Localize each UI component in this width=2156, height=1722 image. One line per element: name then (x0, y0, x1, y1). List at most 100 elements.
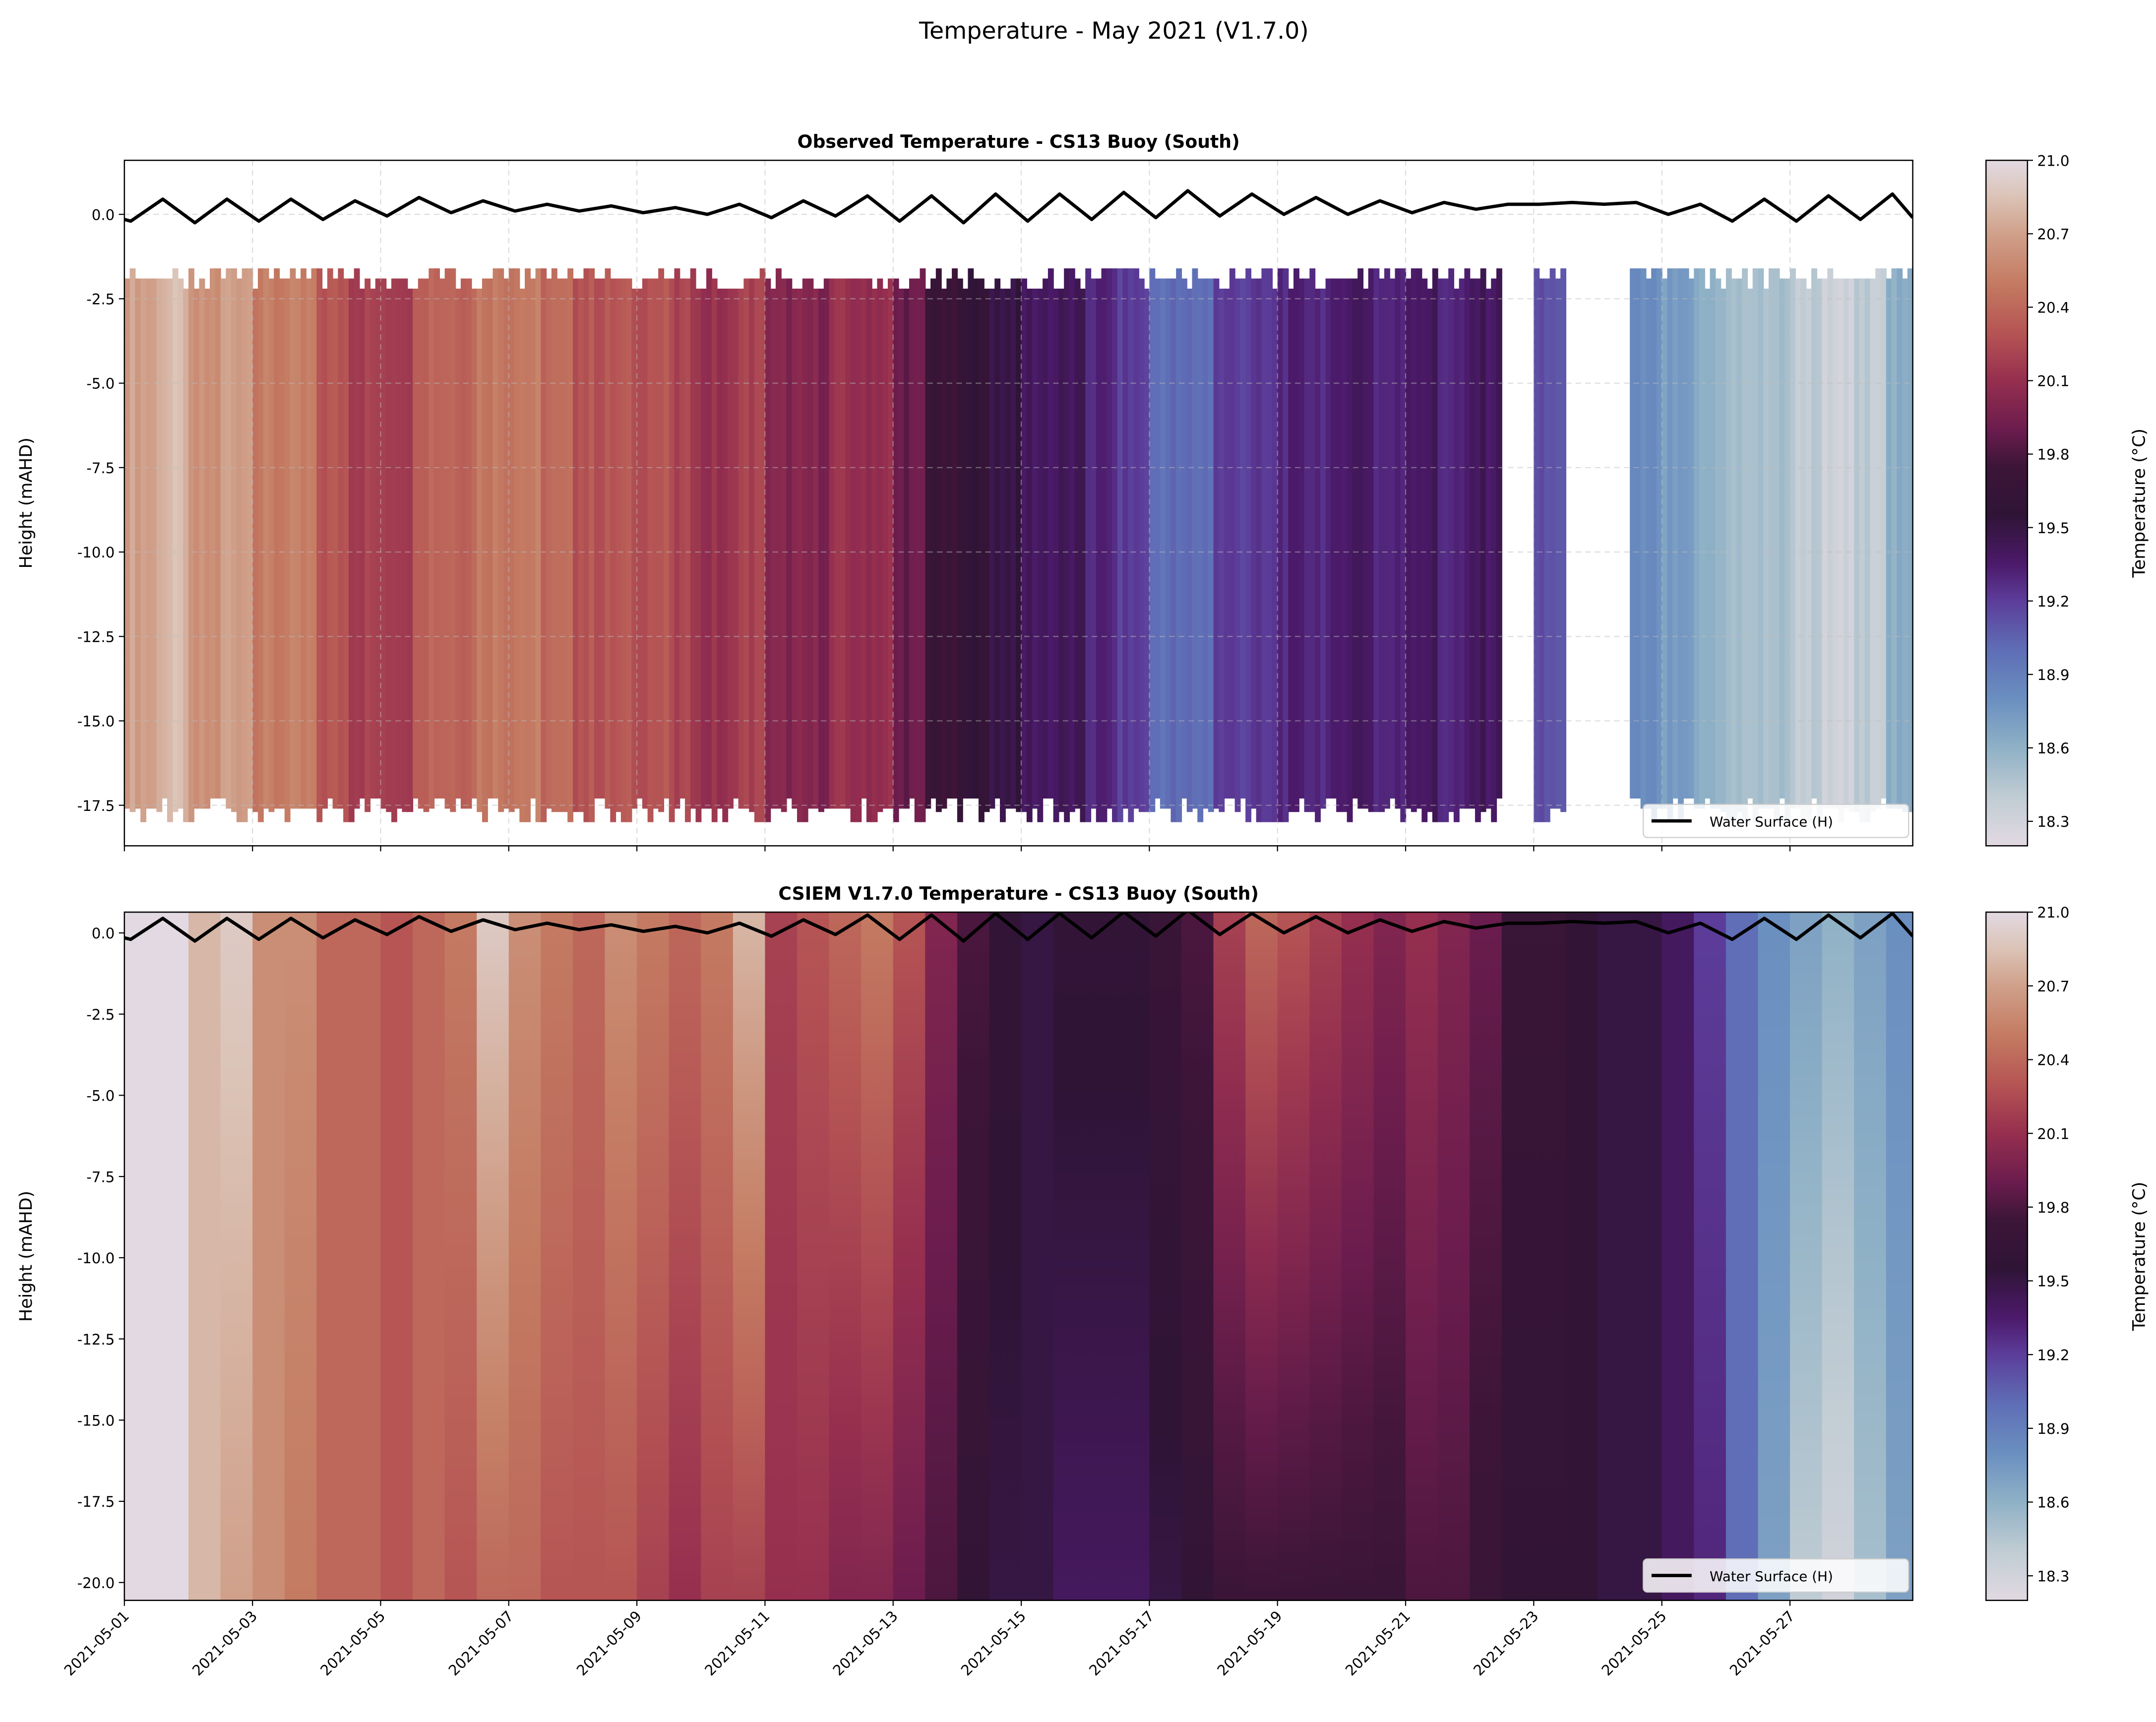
heatmap-cell (386, 288, 392, 812)
heatmap-cell (1672, 268, 1679, 799)
heatmap-cell (1096, 278, 1102, 822)
heatmap-cell (1379, 278, 1385, 812)
heatmap-cell (460, 278, 467, 809)
heatmap-cell (807, 278, 814, 809)
axes-frame (123, 911, 1913, 1601)
heatmap-cell (1298, 278, 1305, 799)
heatmap-cell (306, 278, 312, 809)
heatmap-cell (1406, 278, 1412, 809)
heatmap-cell (263, 268, 269, 809)
heatmap-cell (1683, 268, 1689, 799)
heatmap-cell (893, 912, 926, 1600)
heatmap-cell (391, 278, 397, 822)
heatmap-cell (413, 912, 446, 1600)
heatmap-cell (1897, 268, 1903, 809)
heatmap-cell (1800, 278, 1807, 822)
heatmap-cell (620, 278, 627, 822)
heatmap-cell (1053, 912, 1086, 1600)
heatmap-cell (178, 278, 184, 809)
heatmap-cell (1555, 278, 1561, 809)
heatmap-cell (1496, 268, 1502, 799)
heatmap-cell (1864, 278, 1871, 822)
heatmap-cell (354, 268, 360, 809)
heatmap-cell (546, 278, 552, 809)
heatmap-cell (802, 278, 808, 822)
heatmap-cell (1774, 268, 1780, 822)
heatmap-cell (124, 278, 130, 809)
heatmap-cell (813, 288, 819, 809)
x-tick-label: 2021-05-07 (445, 1607, 517, 1679)
heatmap-cell (183, 288, 189, 822)
heatmap-cell (1128, 268, 1134, 822)
heatmap-cell (1021, 278, 1027, 812)
heatmap-cell (450, 268, 456, 812)
heatmap-cell (1053, 288, 1059, 822)
heatmap-cell (957, 912, 990, 1600)
heatmap-cell (343, 278, 349, 822)
heatmap-cell (1107, 268, 1113, 809)
heatmap-cell (215, 268, 221, 799)
heatmap-cell (877, 278, 883, 812)
heatmap-cell (781, 278, 787, 812)
heatmap-cell (210, 268, 216, 799)
heatmap-cell (711, 278, 718, 822)
heatmap-cell (1785, 278, 1791, 822)
y-tick-label: -7.5 (86, 1168, 115, 1185)
heatmap-cell (1240, 278, 1246, 799)
y-tick-label: -17.5 (77, 798, 115, 814)
heatmap-cell (1534, 268, 1540, 822)
colorbar-tick-label: 21.0 (2037, 904, 2069, 921)
heatmap-cell (952, 268, 958, 799)
heatmap-cell (508, 268, 515, 812)
heatmap-cell (1918, 912, 1951, 1600)
heatmap-cell (567, 268, 574, 822)
legend: Water Surface (H) (1643, 803, 1910, 838)
x-tick-label: 2021-05-03 (189, 1607, 260, 1679)
heatmap-cell (257, 268, 264, 822)
heatmap-cell (1373, 912, 1407, 1600)
heatmap-cell (792, 288, 798, 809)
heatmap-cell (1192, 268, 1198, 809)
y-tick-label: -17.5 (77, 1493, 115, 1510)
heatmap-cell (1277, 268, 1284, 822)
heatmap-cell (898, 288, 905, 809)
heatmap-cell (402, 278, 408, 812)
colorbar-tick-label: 20.7 (2037, 226, 2069, 243)
heatmap-cell (728, 288, 734, 809)
heatmap-cell (1725, 912, 1759, 1600)
colorbar-tick-label: 18.6 (2037, 740, 2069, 757)
heatmap-cell (1176, 268, 1182, 822)
colorbar-tick-label: 18.3 (2037, 1568, 2069, 1585)
heatmap-cell (1640, 268, 1647, 809)
heatmap-cell (1133, 268, 1139, 809)
colorbar-tick-label: 19.2 (2037, 593, 2069, 610)
heatmap-cell (471, 288, 478, 799)
heatmap-cell (487, 278, 493, 799)
heatmap-cell (332, 278, 339, 809)
y-tick-label: -12.5 (77, 628, 115, 645)
heatmap-cell (503, 278, 509, 809)
heatmap-cell (1721, 288, 1726, 812)
y-tick-label: -20.0 (77, 1575, 115, 1592)
heatmap-cell (989, 912, 1022, 1600)
heatmap-cell (1880, 268, 1887, 799)
y-tick-label: -2.5 (86, 1006, 115, 1023)
heatmap-cell (930, 278, 936, 799)
heatmap-cell (1656, 268, 1663, 809)
heatmap-cell (605, 268, 611, 809)
heatmap-cell (1630, 912, 1663, 1600)
heatmap-cell (1833, 278, 1839, 809)
heatmap-cell (887, 278, 894, 809)
heatmap-cell (493, 268, 499, 799)
heatmap-cell (423, 278, 430, 812)
heatmap-cell (1544, 278, 1550, 822)
x-tick-label: 2021-05-19 (1214, 1607, 1286, 1679)
heatmap-cell (1560, 268, 1567, 812)
heatmap-cell (1074, 278, 1081, 809)
colorbar-tick-label: 20.4 (2037, 1052, 2069, 1069)
heatmap-cell (482, 278, 488, 822)
heatmap-cell (1630, 268, 1636, 799)
heatmap-cell (156, 278, 163, 812)
heatmap-cell (743, 278, 750, 809)
heatmap-cell (535, 268, 542, 822)
